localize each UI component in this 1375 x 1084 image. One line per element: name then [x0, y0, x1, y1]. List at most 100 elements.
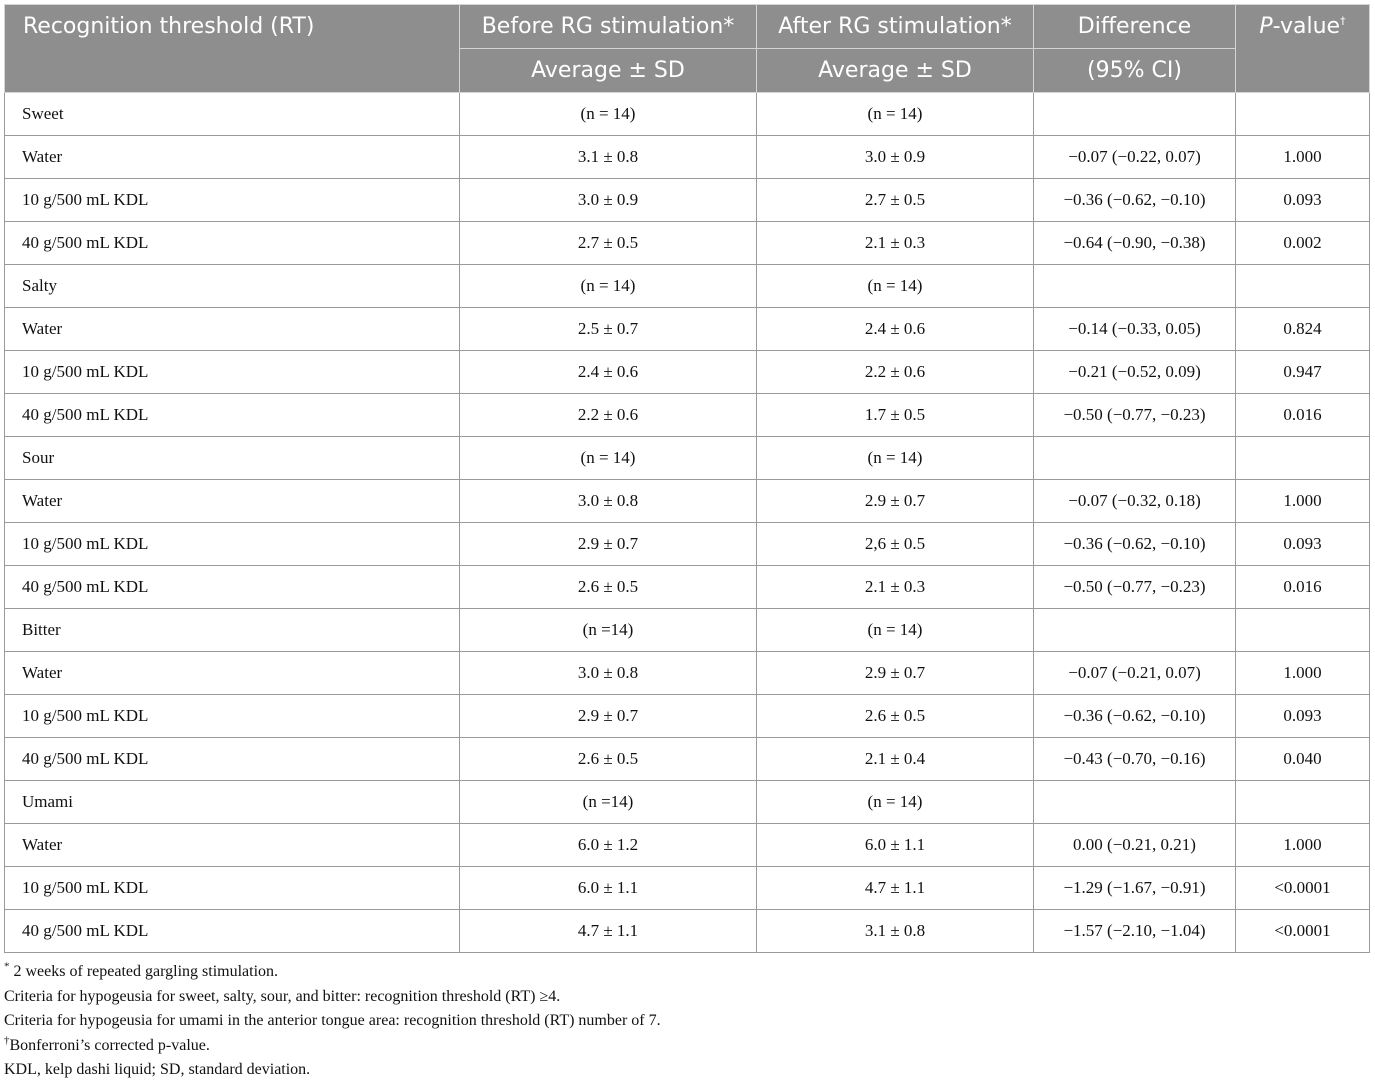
results-table: Recognition threshold (RT) Before RG sti…	[4, 4, 1370, 953]
cell-after-value: 3.0 ± 0.9	[756, 135, 1034, 179]
cell-after-value: 3.1 ± 0.8	[756, 909, 1034, 953]
cell-difference-value: 0.00 (−0.21, 0.21)	[1033, 823, 1236, 867]
table-row: 10 g/500 mL KDL 2.9 ± 0.7 2,6 ± 0.5 −0.36 (…	[4, 522, 1370, 566]
table-row: 40 g/500 mL KDL 4.7 ± 1.1 3.1 ± 0.8 −1.57 (…	[4, 909, 1370, 953]
cell-label: Water	[4, 135, 460, 179]
cell-p-value: 1.000	[1235, 823, 1370, 867]
dagger-mark: †	[1340, 14, 1346, 28]
cell-before-value: (n =14)	[459, 608, 757, 652]
footnote-dagger-text: Bonferroni’s corrected p-value.	[9, 1036, 210, 1054]
cell-after-value: 2.1 ± 0.3	[756, 565, 1034, 609]
cell-label: 10 g/500 mL KDL	[4, 694, 460, 738]
cell-difference-value: −0.14 (−0.33, 0.05)	[1033, 307, 1236, 351]
cell-p-value	[1235, 436, 1370, 480]
table-footnotes: * 2 weeks of repeated gargling stimulati…	[4, 960, 1369, 1083]
cell-after-value: 6.0 ± 1.1	[756, 823, 1034, 867]
cell-label: Salty	[4, 264, 460, 308]
cell-p-value	[1235, 780, 1370, 824]
p-italic: P	[1259, 14, 1273, 39]
results-table-container: Recognition threshold (RT) Before RG sti…	[4, 4, 1370, 953]
cell-after-value: 4.7 ± 1.1	[756, 866, 1034, 910]
cell-label: 40 g/500 mL KDL	[4, 737, 460, 781]
p-value-text: -value	[1272, 14, 1341, 39]
table-row: Sweet (n = 14) (n = 14)	[4, 92, 1370, 136]
cell-after-value: 2.6 ± 0.5	[756, 694, 1034, 738]
cell-before-value: 3.1 ± 0.8	[459, 135, 757, 179]
cell-label: Sweet	[4, 92, 460, 136]
cell-after-value: (n = 14)	[756, 780, 1034, 824]
cell-after-value: 2.4 ± 0.6	[756, 307, 1034, 351]
footnote-asterisk-text: 2 weeks of repeated gargling stimulation…	[9, 963, 279, 980]
table-row: Water 3.0 ± 0.8 2.9 ± 0.7 −0.07 (−0.21, 0.0…	[4, 651, 1370, 695]
table-row: Bitter (n =14) (n = 14)	[4, 608, 1370, 652]
cell-after-value: 2.9 ± 0.7	[756, 651, 1034, 695]
cell-p-value: 1.000	[1235, 135, 1370, 179]
cell-after-value: (n = 14)	[756, 92, 1034, 136]
cell-label: 10 g/500 mL KDL	[4, 522, 460, 566]
cell-before-value: 2.6 ± 0.5	[459, 565, 757, 609]
cell-label: Water	[4, 307, 460, 351]
table-row: Water 3.0 ± 0.8 2.9 ± 0.7 −0.07 (−0.32, 0.1…	[4, 479, 1370, 523]
cell-after-value: 2.1 ± 0.4	[756, 737, 1034, 781]
cell-before-value: 2.9 ± 0.7	[459, 694, 757, 738]
cell-before-value: 2.7 ± 0.5	[459, 221, 757, 265]
cell-label: Water	[4, 479, 460, 523]
footnote-criteria-umami: Criteria for hypogeusia for umami in the…	[4, 1012, 661, 1029]
header-p-value: P-value†	[1235, 4, 1370, 93]
table-row: 40 g/500 mL KDL 2.6 ± 0.5 2.1 ± 0.3 −0.50 (…	[4, 565, 1370, 609]
footnote-criteria-basic: Criteria for hypogeusia for sweet, salty…	[4, 987, 561, 1005]
cell-after-value: 2.2 ± 0.6	[756, 350, 1034, 394]
cell-difference-value	[1033, 92, 1236, 136]
cell-p-value: 0.040	[1235, 737, 1370, 781]
cell-p-value	[1235, 264, 1370, 308]
footnote-asterisk: * 2 weeks of repeated gargling stimulati…	[4, 960, 1369, 985]
cell-label: 40 g/500 mL KDL	[4, 909, 460, 953]
table-row: 10 g/500 mL KDL 3.0 ± 0.9 2.7 ± 0.5 −0.36 (…	[4, 178, 1370, 222]
footnote-dagger: †Bonferroni’s corrected p-value.	[4, 1034, 1369, 1059]
table-row: 10 g/500 mL KDL 2.9 ± 0.7 2.6 ± 0.5 −0.36 (…	[4, 694, 1370, 738]
cell-p-value: <0.0001	[1235, 909, 1370, 953]
cell-p-value: 0.093	[1235, 178, 1370, 222]
cell-p-value: 0.824	[1235, 307, 1370, 351]
table-row: Umami (n =14) (n = 14)	[4, 780, 1370, 824]
cell-difference-value: −0.50 (−0.77, −0.23)	[1033, 565, 1236, 609]
cell-p-value: <0.0001	[1235, 866, 1370, 910]
table-row: Water 3.1 ± 0.8 3.0 ± 0.9 −0.07 (−0.22, 0.0…	[4, 135, 1370, 179]
header-difference: Difference	[1033, 4, 1236, 49]
table-row: 10 g/500 mL KDL 6.0 ± 1.1 4.7 ± 1.1 −1.29 (…	[4, 866, 1370, 910]
cell-difference-value: −0.21 (−0.52, 0.09)	[1033, 350, 1236, 394]
cell-before-value: 2.6 ± 0.5	[459, 737, 757, 781]
table-row: Water 6.0 ± 1.2 6.0 ± 1.1 0.00 (−0.21, 0.21…	[4, 823, 1370, 867]
table-row: 40 g/500 mL KDL 2.7 ± 0.5 2.1 ± 0.3 −0.64 (…	[4, 221, 1370, 265]
table-row: 10 g/500 mL KDL 2.4 ± 0.6 2.2 ± 0.6 −0.21 (…	[4, 350, 1370, 394]
header-after-stimulation: After RG stimulation*	[756, 4, 1034, 49]
header-ci: (95% CI)	[1033, 48, 1236, 93]
cell-before-value: 6.0 ± 1.2	[459, 823, 757, 867]
cell-before-value: 3.0 ± 0.8	[459, 651, 757, 695]
cell-label: 10 g/500 mL KDL	[4, 350, 460, 394]
header-after-average-sd: Average ± SD	[756, 48, 1034, 93]
table-row: Water 2.5 ± 0.7 2.4 ± 0.6 −0.14 (−0.33, 0.0…	[4, 307, 1370, 351]
cell-difference-value: −0.50 (−0.77, −0.23)	[1033, 393, 1236, 437]
header-before-stimulation: Before RG stimulation*	[459, 4, 757, 49]
cell-label: Umami	[4, 780, 460, 824]
cell-difference-value: −0.07 (−0.22, 0.07)	[1033, 135, 1236, 179]
cell-label: 40 g/500 mL KDL	[4, 393, 460, 437]
cell-label: Water	[4, 651, 460, 695]
cell-difference-value: −1.57 (−2.10, −1.04)	[1033, 909, 1236, 953]
cell-before-value: (n = 14)	[459, 264, 757, 308]
cell-before-value: 6.0 ± 1.1	[459, 866, 757, 910]
cell-before-value: 3.0 ± 0.8	[459, 479, 757, 523]
cell-after-value: 2.1 ± 0.3	[756, 221, 1034, 265]
dagger-mark: †	[4, 1034, 10, 1047]
cell-difference-value: −0.36 (−0.62, −0.10)	[1033, 178, 1236, 222]
cell-before-value: 2.4 ± 0.6	[459, 350, 757, 394]
cell-after-value: 1.7 ± 0.5	[756, 393, 1034, 437]
cell-after-value: (n = 14)	[756, 436, 1034, 480]
cell-difference-value: −0.64 (−0.90, −0.38)	[1033, 221, 1236, 265]
cell-difference-value: −0.07 (−0.32, 0.18)	[1033, 479, 1236, 523]
cell-before-value: (n =14)	[459, 780, 757, 824]
cell-label: 40 g/500 mL KDL	[4, 565, 460, 609]
cell-after-value: 2,6 ± 0.5	[756, 522, 1034, 566]
cell-label: 40 g/500 mL KDL	[4, 221, 460, 265]
